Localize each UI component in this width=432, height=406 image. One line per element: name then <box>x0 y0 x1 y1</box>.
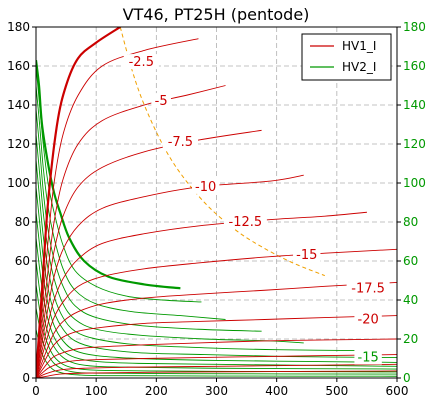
y-tick-label-right: 100 <box>403 176 426 190</box>
legend-label: HV2_I <box>342 60 376 74</box>
grid-voltage-label-bg <box>223 214 267 229</box>
y-tick-label-left: 60 <box>15 254 30 268</box>
x-tick-label: 400 <box>265 384 288 398</box>
x-tick-label: 200 <box>145 384 168 398</box>
y-tick-label-right: 20 <box>403 332 418 346</box>
grid-voltage-label-bg <box>293 247 321 263</box>
grid-voltage-label-bg <box>354 311 382 327</box>
hv2-curve-g-12.5 <box>36 159 367 352</box>
y-tick-label-right: 160 <box>403 59 426 73</box>
grid-voltage-label: -20 <box>358 313 379 328</box>
y-tick-label-left: 180 <box>7 20 30 34</box>
y-tick-label-right: 140 <box>403 98 426 112</box>
grid-voltage-label: -15 <box>296 248 317 263</box>
legend-box <box>301 33 392 81</box>
x-tick-label: 600 <box>386 384 409 398</box>
grid-voltage-label-bg <box>151 93 171 109</box>
hv1-curve-g-10 <box>36 174 304 378</box>
x-tick-label: 100 <box>85 384 108 398</box>
hv1-curve-g-25 <box>36 354 397 378</box>
hv1-curve-g-22.5 <box>36 338 397 378</box>
legend: HV1_I HV2_I <box>301 33 392 81</box>
y-tick-label-left: 120 <box>7 137 30 151</box>
grid-voltage-label: -10 <box>195 180 216 195</box>
grid-voltage-label-bg <box>123 54 159 70</box>
grid-voltage-label: -5 <box>155 94 168 109</box>
y-tick-label-left: 140 <box>7 98 30 112</box>
y-tick-label-left: 160 <box>7 59 30 73</box>
y-tick-label-right: 40 <box>403 293 418 307</box>
y-tick-label-right: 80 <box>403 215 418 229</box>
hv2-curve-g-5 <box>36 85 226 320</box>
y-tick-label-right: 120 <box>403 137 426 151</box>
hv2-curve-g-2.5 <box>36 65 202 303</box>
grid-voltage-label: -7.5 <box>168 135 193 150</box>
grid-voltage-label-bg <box>354 349 382 365</box>
y-tick-label-left: 80 <box>15 215 30 229</box>
x-tick-label: 500 <box>325 384 348 398</box>
hv2-curve-g0 <box>36 60 181 290</box>
hv1-curve-g-12.5 <box>36 211 367 378</box>
y-tick-label-right: 180 <box>403 20 426 34</box>
y-tick-label-right: 60 <box>403 254 418 268</box>
grid-voltage-label-bg <box>162 134 198 150</box>
grid-voltage-labels: -2.5 -5 -7.5 -10 -12.5 -15 -17.5 -20 -15 <box>123 54 390 366</box>
hv1-curve-g-17.5 <box>36 282 397 378</box>
hv1-curve-g0 <box>36 27 121 378</box>
grid-voltage-label: -17.5 <box>351 281 385 296</box>
x-tick-label: 300 <box>205 384 228 398</box>
grid-voltage-label-bg <box>346 280 390 296</box>
grid-voltage-label-bg <box>191 178 220 194</box>
x-tick-label: 0 <box>32 384 40 398</box>
hv1-curve-g-27.5 <box>36 363 397 378</box>
grid-voltage-label: -15 <box>358 351 379 366</box>
y-tick-label-left: 0 <box>22 371 30 385</box>
legend-label: HV1_I <box>342 39 376 53</box>
y-tick-label-left: 20 <box>15 332 30 346</box>
y-tick-label-right: 0 <box>403 371 411 385</box>
plot-curves <box>36 27 397 378</box>
hv1-curve-g-15 <box>36 248 397 378</box>
grid-voltage-label: -12.5 <box>229 215 263 230</box>
y-tick-label-left: 40 <box>15 293 30 307</box>
hv2-curve-g-10 <box>36 134 304 344</box>
hv2-curve-g-7.5 <box>36 108 262 332</box>
hv1-curve-g-30 <box>36 370 397 378</box>
y-tick-label-left: 100 <box>7 176 30 190</box>
grid-voltage-label: -2.5 <box>129 55 154 70</box>
hv2-curve-g-30 <box>36 329 397 377</box>
hv1-curve-g-20 <box>36 315 397 378</box>
chart-title: VT46, PT25H (pentode) <box>123 5 310 24</box>
